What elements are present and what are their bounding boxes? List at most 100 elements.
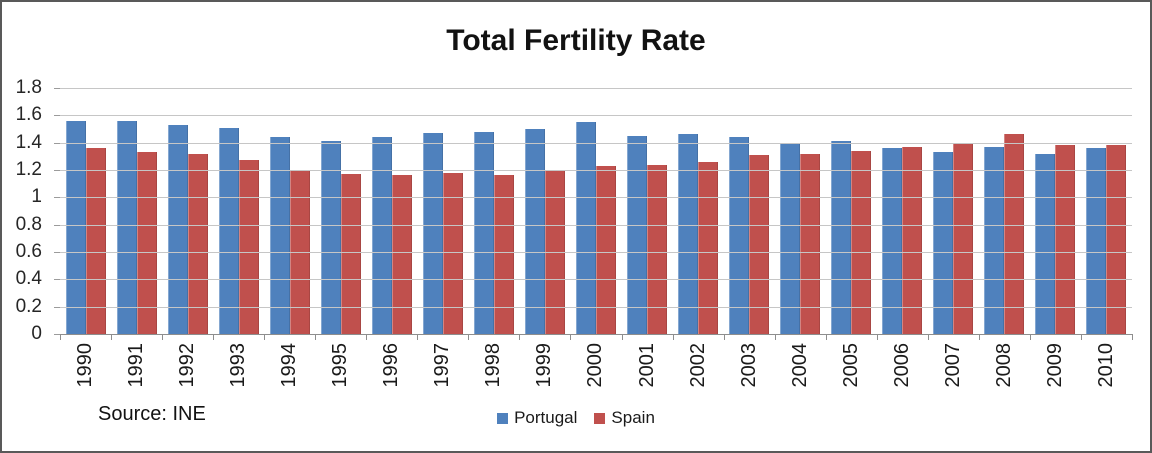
x-axis-label-cell-1996: 1996 bbox=[366, 343, 417, 401]
bar-portugal-1999 bbox=[524, 129, 545, 334]
bar-portugal-1992 bbox=[167, 124, 188, 334]
x-axis-label-cell-2005: 2005 bbox=[826, 343, 877, 401]
x-axis-label-1991: 1991 bbox=[125, 343, 148, 388]
bar-portugal-2008 bbox=[984, 146, 1005, 334]
bar-group-2006 bbox=[877, 88, 928, 334]
x-tick bbox=[111, 334, 112, 340]
bar-spain-1996 bbox=[391, 175, 412, 334]
x-axis-label-2001: 2001 bbox=[635, 343, 658, 388]
bar-spain-2006 bbox=[902, 146, 923, 334]
bar-group-2009 bbox=[1030, 88, 1081, 334]
x-axis-label-cell-1994: 1994 bbox=[264, 343, 315, 401]
y-tick-1.4 bbox=[54, 143, 60, 144]
y-axis-label-1.8: 1.8 bbox=[15, 77, 42, 98]
legend-item-spain: Spain bbox=[594, 408, 655, 428]
x-tick bbox=[468, 334, 469, 340]
gridline-1.4 bbox=[60, 143, 1132, 144]
gridline-1.6 bbox=[60, 115, 1132, 116]
bar-portugal-2001 bbox=[627, 135, 648, 334]
bar-group-2000 bbox=[570, 88, 621, 334]
bar-group-1996 bbox=[366, 88, 417, 334]
bar-group-1995 bbox=[315, 88, 366, 334]
chart-title: Total Fertility Rate bbox=[446, 24, 706, 57]
bar-spain-2004 bbox=[800, 153, 821, 334]
x-tick bbox=[60, 334, 61, 340]
x-axis-label-cell-1997: 1997 bbox=[417, 343, 468, 401]
source-note: Source: INE bbox=[98, 403, 206, 425]
bar-portugal-1997 bbox=[422, 133, 443, 334]
x-axis-label-cell-2004: 2004 bbox=[775, 343, 826, 401]
x-axis-label-cell-1990: 1990 bbox=[60, 343, 111, 401]
x-axis-label-cell-2002: 2002 bbox=[673, 343, 724, 401]
y-axis-label-0.2: 0.2 bbox=[15, 296, 42, 317]
x-tick bbox=[417, 334, 418, 340]
x-axis-label-2005: 2005 bbox=[839, 343, 862, 388]
bar-spain-1992 bbox=[187, 153, 208, 334]
x-axis-label-cell-2007: 2007 bbox=[928, 343, 979, 401]
bar-portugal-2005 bbox=[831, 141, 852, 334]
bar-portugal-2002 bbox=[678, 134, 699, 334]
y-axis-label-0.4: 0.4 bbox=[15, 268, 42, 289]
x-axis-label-1992: 1992 bbox=[176, 343, 199, 388]
bar-group-2001 bbox=[622, 88, 673, 334]
bar-spain-2001 bbox=[647, 164, 668, 334]
bar-portugal-2004 bbox=[780, 142, 801, 334]
bar-spain-2000 bbox=[595, 165, 616, 334]
bar-group-1992 bbox=[162, 88, 213, 334]
x-axis-label-1995: 1995 bbox=[329, 343, 352, 388]
legend: Portugal Spain bbox=[2, 408, 1150, 428]
y-tick-0 bbox=[54, 334, 60, 335]
x-axis-label-1993: 1993 bbox=[227, 343, 250, 388]
y-axis-label-1: 1 bbox=[31, 186, 42, 207]
x-axis-label-cell-2003: 2003 bbox=[724, 343, 775, 401]
bar-spain-2002 bbox=[698, 161, 719, 334]
bar-portugal-1990 bbox=[65, 120, 86, 334]
x-axis-label-1999: 1999 bbox=[533, 343, 556, 388]
gridline-1.2 bbox=[60, 170, 1132, 171]
bar-spain-1993 bbox=[238, 160, 259, 334]
x-axis-label-2006: 2006 bbox=[890, 343, 913, 388]
x-axis-label-1997: 1997 bbox=[431, 343, 454, 388]
bar-portugal-2000 bbox=[575, 122, 596, 334]
y-tick-0.6 bbox=[54, 252, 60, 253]
x-tick bbox=[264, 334, 265, 340]
x-axis-label-1996: 1996 bbox=[380, 343, 403, 388]
x-axis-label-cell-2000: 2000 bbox=[570, 343, 621, 401]
gridline-1.8 bbox=[60, 88, 1132, 89]
bar-group-1998 bbox=[468, 88, 519, 334]
bar-group-1994 bbox=[264, 88, 315, 334]
x-axis-label-cell-1992: 1992 bbox=[162, 343, 213, 401]
x-axis-ticks bbox=[60, 334, 1133, 340]
x-axis-label-cell-1991: 1991 bbox=[111, 343, 162, 401]
x-axis-label-2008: 2008 bbox=[992, 343, 1015, 388]
y-tick-0.4 bbox=[54, 279, 60, 280]
bar-spain-2008 bbox=[1004, 134, 1025, 334]
x-tick bbox=[315, 334, 316, 340]
x-axis-label-2007: 2007 bbox=[941, 343, 964, 388]
bar-group-2008 bbox=[979, 88, 1030, 334]
bar-portugal-1998 bbox=[473, 131, 494, 334]
x-axis-label-cell-2010: 2010 bbox=[1081, 343, 1132, 401]
y-tick-1.8 bbox=[54, 88, 60, 89]
gridline-0.2 bbox=[60, 307, 1132, 308]
y-axis-label-0: 0 bbox=[31, 323, 42, 344]
x-axis-labels: 1990 1991 1992 1993 1994 1995 1996 1997 1998 1999… bbox=[60, 343, 1132, 401]
bar-group-1991 bbox=[111, 88, 162, 334]
x-axis-label-2003: 2003 bbox=[737, 343, 760, 388]
bar-spain-2007 bbox=[953, 144, 974, 334]
y-axis-label-0.6: 0.6 bbox=[15, 241, 42, 262]
x-tick bbox=[622, 334, 623, 340]
y-tick-1.2 bbox=[54, 170, 60, 171]
bar-groups bbox=[60, 88, 1132, 334]
bar-portugal-1994 bbox=[269, 137, 290, 334]
y-axis-label-1.6: 1.6 bbox=[15, 104, 42, 125]
x-tick bbox=[877, 334, 878, 340]
x-tick bbox=[366, 334, 367, 340]
y-axis-label-1.2: 1.2 bbox=[15, 159, 42, 180]
gridline-0.8 bbox=[60, 225, 1132, 226]
bar-spain-1995 bbox=[340, 174, 361, 334]
x-axis-label-cell-1993: 1993 bbox=[213, 343, 264, 401]
bar-spain-2010 bbox=[1106, 145, 1127, 334]
x-tick bbox=[673, 334, 674, 340]
